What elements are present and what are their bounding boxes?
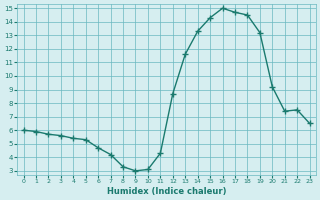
X-axis label: Humidex (Indice chaleur): Humidex (Indice chaleur) — [107, 187, 226, 196]
